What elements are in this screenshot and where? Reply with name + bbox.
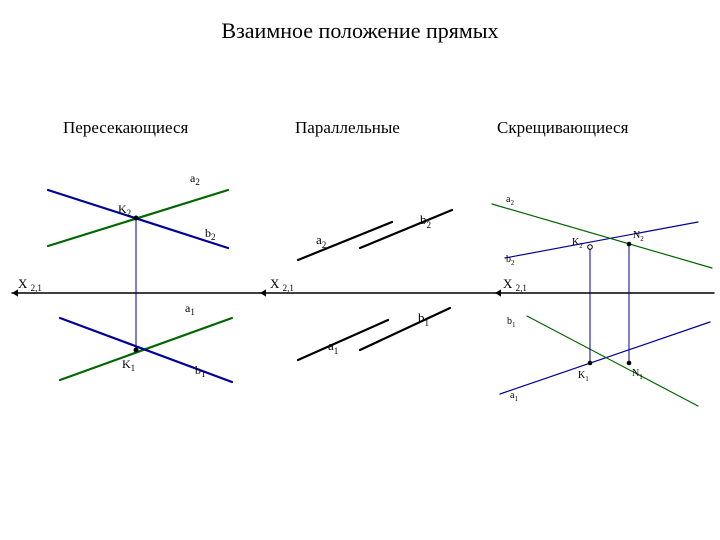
- svg-text:K2: K2: [118, 202, 131, 218]
- svg-text:a2: a2: [316, 232, 326, 250]
- svg-text:b2: b2: [205, 226, 216, 242]
- svg-text:N1: N1: [632, 368, 643, 381]
- svg-text:X 2,1: X 2,1: [270, 276, 294, 293]
- svg-text:K1: K1: [578, 370, 589, 383]
- svg-text:b1: b1: [507, 316, 516, 329]
- svg-text:X 2,1: X 2,1: [503, 276, 527, 293]
- svg-text:a1: a1: [328, 338, 338, 356]
- svg-text:K2: K2: [572, 237, 583, 250]
- svg-text:K1: K1: [122, 357, 135, 373]
- svg-text:a2: a2: [190, 171, 200, 187]
- svg-text:a2: a2: [506, 194, 514, 207]
- svg-text:a1: a1: [510, 390, 518, 403]
- diagram-svg: X 2,1X 2,1X 2,1a2b2K2a1b1K1a2b2a1b1a2b2K…: [0, 0, 720, 540]
- svg-text:X 2,1: X 2,1: [18, 276, 42, 293]
- svg-text:b1: b1: [418, 310, 429, 328]
- svg-text:a1: a1: [185, 301, 195, 317]
- svg-text:b2: b2: [420, 212, 431, 230]
- svg-text:b1: b1: [195, 363, 206, 379]
